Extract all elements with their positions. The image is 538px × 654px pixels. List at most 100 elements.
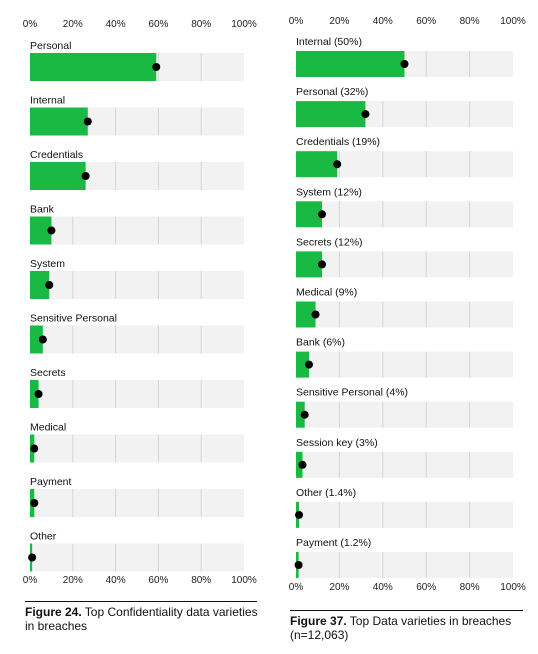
chart2-category-label: Other (1.4%) — [296, 487, 356, 499]
chart2-bottom-tick-label: 20% — [329, 582, 349, 593]
chart2-value-marker — [298, 460, 307, 469]
chart2-value-bar — [296, 201, 323, 228]
chart1-value-marker — [47, 226, 56, 235]
chart2-value-marker — [400, 60, 409, 68]
chart1-category-label: Bank — [30, 204, 55, 216]
chart2-bar-track — [296, 351, 513, 378]
chart1-value-marker — [30, 444, 39, 453]
chart2-top-tick-label: 80% — [460, 16, 480, 27]
chart2-value-bar — [296, 251, 323, 278]
chart2-category-label: Payment (1.2%) — [296, 537, 371, 549]
chart1-top-tick-label: 0% — [23, 19, 38, 30]
chart1-value-bar — [30, 53, 157, 81]
chart1-category-label: Credentials — [30, 149, 83, 161]
chart1-bottom-tick-label: 60% — [148, 575, 168, 586]
chart2-category-label: Bank (6%) — [296, 337, 345, 349]
chart2-bar-track — [296, 201, 513, 228]
chart1-category-label: Secrets — [30, 367, 66, 379]
chart2-bar-track — [296, 301, 513, 328]
chart1-category-label: Other — [30, 531, 57, 543]
chart1-category-label: Medical — [30, 422, 66, 434]
chart1-category-label: System — [30, 258, 65, 270]
chart1-top-tick-label: 80% — [191, 19, 211, 30]
chart1-value-marker — [34, 390, 43, 398]
chart1-value-marker — [152, 63, 161, 71]
left-caption-rule — [25, 601, 257, 602]
left-figure-caption: Figure 24. Top Confidentiality data vari… — [25, 605, 260, 633]
chart2-category-label: Medical (9%) — [296, 287, 357, 299]
chart2-value-marker — [294, 561, 303, 569]
chart1-top-tick-label: 40% — [106, 19, 126, 30]
chart1-bottom-tick-label: 20% — [63, 575, 83, 586]
chart2-bottom-tick-label: 0% — [289, 582, 304, 593]
chart2-bar-track — [296, 401, 513, 428]
chart2-category-label: Sensitive Personal (4%) — [296, 387, 408, 399]
chart2-value-marker — [295, 510, 304, 519]
chart1-value-marker — [30, 499, 39, 507]
chart2-value-bar — [296, 351, 310, 378]
chart2-value-bar — [296, 301, 316, 328]
chart1-category-label: Personal — [30, 40, 71, 52]
chart1-category-label: Payment — [30, 476, 72, 488]
chart2-top-tick-label: 20% — [329, 16, 349, 27]
chart2-category-label: Credentials (19%) — [296, 136, 380, 148]
chart2-category-label: Internal (50%) — [296, 36, 362, 48]
chart2-bar-track — [296, 501, 513, 528]
chart2-top-tick-label: 40% — [373, 16, 393, 27]
chart1-value-marker — [28, 553, 37, 562]
chart2-value-bar — [296, 101, 366, 128]
chart2-value-marker — [333, 160, 342, 169]
chart2-bottom-tick-label: 100% — [500, 582, 526, 593]
chart2-value-bar — [296, 151, 338, 178]
chart1-top-tick-label: 20% — [63, 19, 83, 30]
chart1-value-bar — [30, 216, 52, 245]
chart1-top-tick-label: 100% — [231, 19, 257, 30]
chart2-category-label: Secrets (12%) — [296, 236, 363, 248]
chart1-bar-track — [30, 271, 244, 299]
chart1-value-marker — [38, 335, 47, 344]
chart2-value-marker — [311, 310, 320, 319]
chart1-bottom-tick-label: 0% — [23, 575, 38, 586]
chart1-category-label: Internal — [30, 95, 65, 107]
chart2-top-tick-label: 100% — [500, 16, 526, 27]
left-caption-text: Top Confidentiality data varieties in br… — [25, 605, 258, 633]
chart1-bottom-tick-label: 80% — [191, 575, 211, 586]
chart1-value-bar — [30, 107, 88, 136]
chart1-top-tick-label: 60% — [148, 19, 168, 30]
right-caption-text: Top Data varieties in breaches (n=12,063… — [290, 614, 512, 642]
chart2-top-tick-label: 60% — [416, 16, 436, 27]
chart2-category-label: Session key (3%) — [296, 437, 378, 449]
chart2-bar-track — [296, 451, 513, 478]
chart1-value-bar — [30, 380, 39, 408]
chart1-value-bar — [30, 271, 50, 299]
chart2-value-marker — [318, 210, 327, 219]
chart2-category-label: System (12%) — [296, 186, 362, 198]
chart1-category-label: Sensitive Personal — [30, 313, 117, 325]
chart1-bar-track — [30, 489, 244, 517]
chart1-value-marker — [83, 117, 92, 126]
chart2-bar-track — [296, 552, 513, 578]
chart1-value-bar — [30, 162, 86, 190]
chart1-bar-track — [30, 216, 244, 245]
chart1-value-marker — [45, 281, 54, 289]
chart2-bottom-tick-label: 80% — [460, 582, 480, 593]
right-caption-rule — [290, 610, 523, 611]
right-figure-caption: Figure 37. Top Data varieties in breache… — [290, 614, 523, 642]
chart2-bottom-tick-label: 40% — [373, 582, 393, 593]
chart2-value-marker — [305, 360, 314, 369]
chart2-value-marker — [318, 260, 327, 269]
left-caption-prefix: Figure 24. — [25, 605, 82, 619]
chart2-value-bar — [296, 401, 305, 428]
chart2-value-marker — [361, 110, 370, 119]
chart1-bottom-tick-label: 40% — [106, 575, 126, 586]
right-caption-prefix: Figure 37. — [290, 614, 347, 628]
chart1-bar-track — [30, 325, 244, 354]
chart2-top-tick-label: 0% — [289, 16, 304, 27]
chart1-bar-track — [30, 543, 244, 572]
chart2-category-label: Personal (32%) — [296, 86, 368, 98]
chart2-bottom-tick-label: 60% — [416, 582, 436, 593]
chart2-bar-track — [296, 251, 513, 278]
chart1-bottom-tick-label: 100% — [231, 575, 257, 586]
chart1-value-marker — [81, 172, 90, 180]
